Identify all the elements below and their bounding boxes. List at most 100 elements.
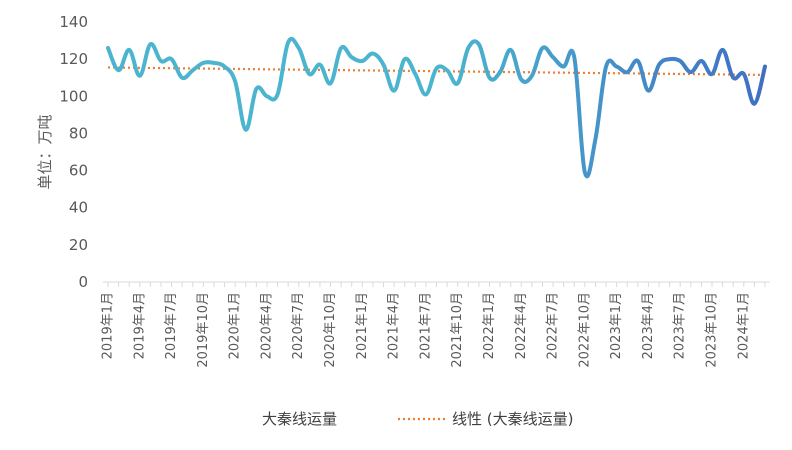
data-point — [138, 74, 142, 78]
x-tick-label: 2022年10月 — [577, 292, 592, 368]
data-point — [699, 59, 703, 63]
y-tick-label: 40 — [69, 199, 88, 217]
data-point — [477, 42, 481, 46]
data-point — [223, 65, 227, 69]
legend[interactable]: 大秦线运量 线性 (大秦线运量) — [203, 410, 573, 428]
data-point — [117, 68, 121, 72]
data-point — [159, 59, 163, 63]
data-point — [530, 74, 534, 78]
data-point — [519, 78, 523, 82]
x-tick-label: 2024年1月 — [736, 292, 751, 359]
data-point — [509, 48, 513, 52]
legend-item-trend[interactable]: 线性 (大秦线运量) — [398, 410, 573, 428]
x-tick-label: 2023年1月 — [609, 292, 624, 359]
data-point — [562, 65, 566, 69]
x-tick-label: 2020年4月 — [259, 292, 274, 359]
x-tick-label: 2021年10月 — [450, 292, 465, 368]
data-point — [498, 70, 502, 74]
y-tick-label: 0 — [78, 273, 88, 291]
data-point — [657, 63, 661, 67]
data-point — [339, 46, 343, 50]
data-point — [212, 61, 216, 65]
x-tick-label: 2020年1月 — [228, 292, 243, 359]
data-point — [413, 72, 417, 76]
data-point — [127, 48, 131, 52]
data-point — [318, 63, 322, 67]
data-point — [604, 65, 608, 69]
x-tick-label: 2021年7月 — [418, 292, 433, 359]
data-point — [254, 87, 258, 91]
x-tick-label: 2021年1月 — [355, 292, 370, 359]
data-point — [487, 76, 491, 80]
legend-label-series: 大秦线运量 — [262, 410, 337, 428]
data-point — [191, 68, 195, 72]
data-point — [540, 46, 544, 50]
x-tick-label: 2023年10月 — [705, 292, 720, 368]
y-axis: 0 20 40 60 80 100 120 140 — [59, 13, 88, 291]
legend-label-trend: 线性 (大秦线运量) — [452, 410, 573, 428]
data-point — [456, 81, 460, 85]
x-tick-label: 2019年1月 — [101, 292, 116, 359]
y-tick-label: 60 — [69, 162, 88, 180]
data-point — [678, 59, 682, 63]
y-tick-label: 20 — [69, 236, 88, 254]
data-point — [435, 66, 439, 70]
data-point — [148, 42, 152, 46]
x-tick-label: 2023年7月 — [673, 292, 688, 359]
data-point — [307, 72, 311, 76]
data-point — [265, 94, 269, 98]
x-axis: 2019年1月 2019年4月 2019年7月 2019年10月 2020年1月 2020… — [101, 282, 766, 368]
data-point — [170, 57, 174, 61]
data-point — [180, 76, 184, 80]
data-point — [668, 57, 672, 61]
data-point — [572, 55, 576, 59]
data-point — [392, 89, 396, 93]
data-point — [360, 59, 364, 63]
data-point — [752, 102, 756, 106]
data-point — [286, 40, 290, 44]
data-point — [382, 63, 386, 67]
x-tick-label: 2022年4月 — [514, 292, 529, 359]
data-point — [106, 46, 110, 50]
x-tick-label: 2022年7月 — [546, 292, 561, 359]
x-tick-label: 2022年1月 — [482, 292, 497, 359]
data-point — [424, 92, 428, 96]
y-tick-label: 140 — [59, 13, 88, 31]
data-point — [371, 52, 375, 56]
data-point — [721, 48, 725, 52]
y-tick-label: 120 — [59, 50, 88, 68]
data-point — [583, 170, 587, 174]
data-point — [731, 76, 735, 80]
data-point — [710, 72, 714, 76]
data-point — [763, 65, 767, 69]
data-point — [689, 70, 693, 74]
x-tick-label: 2019年10月 — [196, 292, 211, 368]
data-point — [445, 68, 449, 72]
data-point — [625, 70, 629, 74]
data-point — [593, 137, 597, 141]
data-point — [551, 55, 555, 59]
x-tick-label: 2019年4月 — [132, 292, 147, 359]
series-line — [106, 36, 767, 179]
x-tick-label: 2023年4月 — [641, 292, 656, 359]
data-point — [329, 81, 333, 85]
data-point — [350, 55, 354, 59]
data-point — [403, 57, 407, 61]
legend-item-series[interactable]: 大秦线运量 — [203, 410, 337, 428]
data-point — [646, 89, 650, 93]
x-tick-label: 2020年10月 — [323, 292, 338, 368]
y-tick-label: 100 — [59, 87, 88, 105]
data-point — [233, 79, 237, 83]
x-tick-label: 2020年7月 — [291, 292, 306, 359]
data-point — [276, 92, 280, 96]
data-point — [742, 72, 746, 76]
data-point — [615, 65, 619, 69]
x-tick-label: 2019年7月 — [164, 292, 179, 359]
data-point — [297, 46, 301, 50]
data-point — [636, 59, 640, 63]
y-tick-label: 80 — [69, 124, 88, 142]
data-point — [201, 61, 205, 65]
x-tick-label: 2021年4月 — [387, 292, 402, 359]
